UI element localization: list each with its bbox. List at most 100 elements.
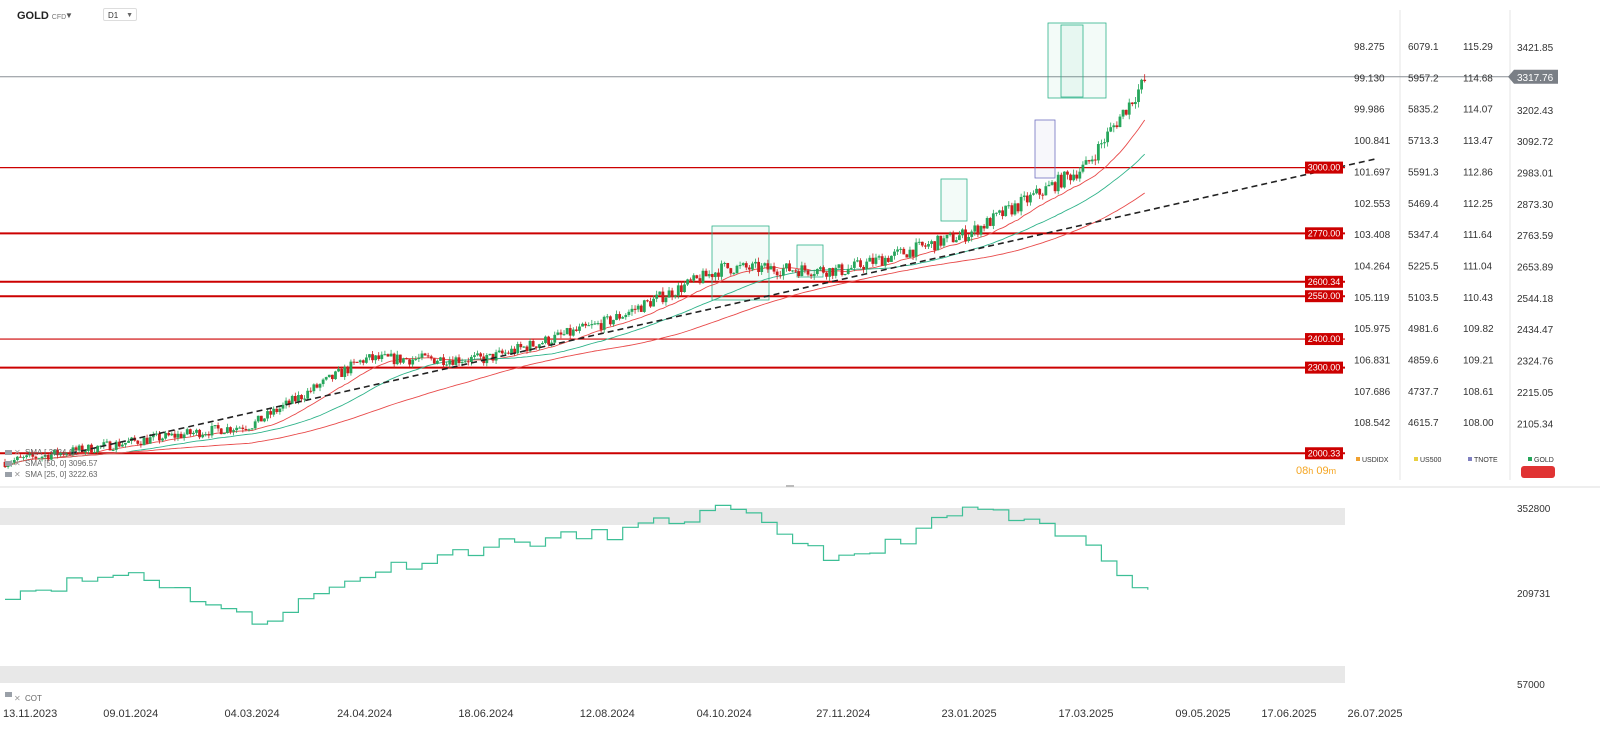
candle — [263, 418, 266, 423]
time-axis-tick: 17.06.2025 — [1261, 708, 1316, 720]
highlight-box[interactable] — [940, 178, 968, 222]
candle — [389, 349, 393, 357]
level-badge[interactable] — [1305, 275, 1343, 288]
candle — [269, 407, 273, 419]
highlight-box[interactable] — [1047, 22, 1107, 99]
candle — [831, 267, 835, 280]
candle — [939, 235, 943, 248]
comparison-legend-label[interactable]: USDIDX — [1362, 457, 1389, 464]
candle — [136, 439, 140, 446]
candle — [596, 320, 600, 326]
candle — [1029, 192, 1032, 206]
highlight-box[interactable] — [1060, 24, 1084, 98]
candle — [1013, 200, 1017, 216]
candle — [398, 354, 402, 365]
candle — [34, 455, 38, 462]
candle — [182, 432, 186, 441]
candle — [886, 255, 890, 263]
candle — [1090, 155, 1094, 164]
candle — [995, 212, 998, 217]
candle — [788, 260, 791, 272]
level-badge[interactable] — [1305, 161, 1343, 174]
candle — [729, 267, 733, 276]
comparison-legend-swatch — [1468, 457, 1472, 461]
candle — [343, 364, 347, 380]
candle — [797, 269, 801, 278]
comparison-axis-tick: 112.86 — [1463, 167, 1493, 178]
sma-50-line[interactable] — [4, 153, 1146, 468]
candle — [476, 350, 479, 357]
level-badge[interactable] — [1305, 290, 1343, 303]
candle — [902, 247, 906, 255]
gold-sell-indicator[interactable] — [1521, 466, 1555, 478]
level-badge[interactable] — [1305, 333, 1343, 346]
indicator-menu-icon[interactable] — [5, 472, 12, 477]
candle — [1066, 170, 1069, 180]
candle — [803, 262, 807, 274]
candle — [846, 264, 850, 275]
candle — [361, 359, 365, 366]
timeframe-label: D1 — [108, 11, 119, 20]
candle — [195, 428, 198, 436]
candle — [59, 452, 62, 457]
candle — [726, 262, 730, 269]
candle — [25, 454, 29, 459]
indicator-menu-icon[interactable] — [5, 450, 12, 455]
candle — [923, 243, 927, 250]
cot-line[interactable] — [5, 504, 1149, 625]
candle — [608, 315, 612, 327]
indicator-menu-icon[interactable] — [5, 461, 12, 466]
candle — [985, 216, 989, 229]
symbol-selector[interactable]: GOLD CFD — [17, 10, 66, 22]
candle — [1100, 139, 1103, 149]
level-badge[interactable] — [1305, 227, 1343, 240]
candle — [1081, 161, 1085, 174]
highlight-box[interactable] — [1034, 119, 1056, 179]
candle — [62, 451, 66, 457]
candle — [281, 402, 285, 412]
candle — [757, 257, 761, 277]
candle — [818, 265, 822, 272]
candle — [207, 431, 211, 439]
close-icon[interactable]: ✕ — [14, 459, 21, 468]
indicator-menu-icon[interactable] — [5, 692, 12, 697]
candle — [124, 442, 127, 448]
candle — [232, 428, 235, 436]
candle — [114, 440, 118, 453]
candle — [834, 264, 838, 279]
pane-resize-handle[interactable] — [786, 485, 794, 487]
candle — [1072, 169, 1076, 182]
candle — [309, 387, 313, 394]
candle — [525, 345, 529, 354]
candle — [49, 453, 53, 461]
level-badge[interactable] — [1305, 361, 1343, 374]
chevron-down-icon[interactable]: ▼ — [65, 11, 73, 20]
close-icon[interactable]: ✕ — [14, 694, 21, 703]
comparison-legend-label[interactable]: TNOTE — [1474, 457, 1498, 464]
level-badge[interactable] — [1305, 447, 1343, 460]
candle — [859, 258, 862, 269]
candle — [815, 268, 819, 276]
candle — [593, 321, 597, 325]
sma-25-line[interactable] — [4, 119, 1146, 468]
candle — [738, 261, 742, 269]
candle — [951, 230, 955, 243]
candle — [936, 234, 940, 251]
timeframe-selector[interactable]: D1 ▼ — [103, 8, 137, 21]
close-icon[interactable]: ✕ — [14, 470, 21, 479]
sma-100-line[interactable] — [4, 192, 1145, 468]
candle — [800, 261, 804, 277]
comparison-legend-swatch — [1528, 457, 1532, 461]
candle — [306, 388, 310, 401]
candle — [349, 359, 353, 376]
price-axis-tick: 2434.47 — [1517, 325, 1554, 336]
candle — [102, 439, 106, 449]
cot-lower-band — [0, 666, 1345, 683]
candle — [565, 327, 569, 335]
trend-line[interactable] — [71, 158, 1376, 455]
close-icon[interactable]: ✕ — [14, 448, 21, 457]
comparison-legend-label[interactable]: GOLD — [1534, 457, 1554, 464]
comparison-legend-label[interactable]: US500 — [1420, 457, 1442, 464]
candle — [893, 249, 896, 260]
